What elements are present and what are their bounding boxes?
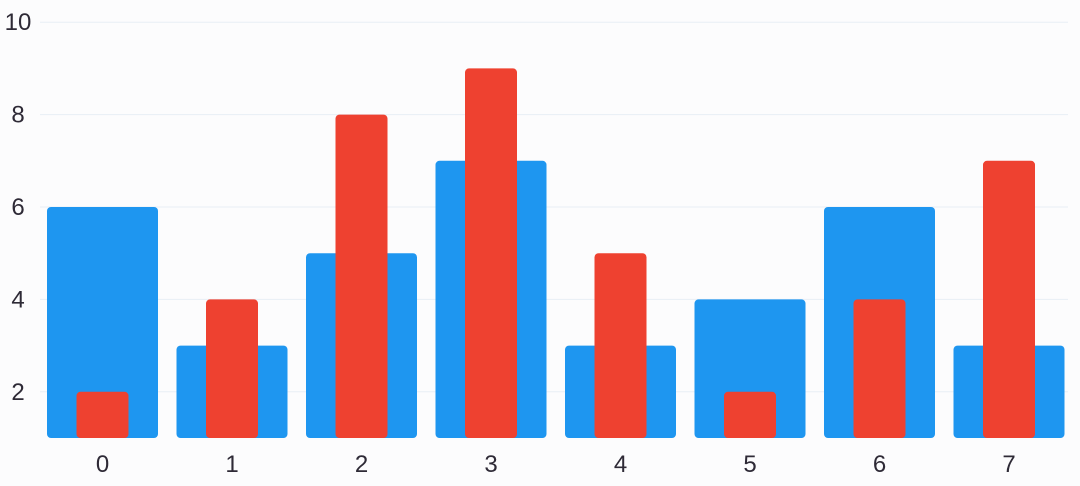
x-tick-label: 4: [614, 451, 627, 478]
bar-inner-5: [724, 391, 776, 438]
x-tick-label: 3: [484, 451, 497, 478]
x-tick-label: 6: [873, 451, 886, 478]
x-tick-label: 1: [225, 451, 238, 478]
y-tick-label: 6: [11, 194, 24, 221]
bar-inner-3: [465, 68, 517, 439]
x-tick-label: 5: [743, 451, 756, 478]
x-tick-label: 0: [96, 451, 109, 478]
y-tick-label: 8: [11, 102, 24, 129]
y-tick-label: 2: [11, 379, 24, 406]
bar-inner-6: [853, 299, 906, 438]
x-tick-label: 2: [355, 451, 368, 478]
bar-inner-7: [983, 160, 1035, 439]
bar-inner-2: [335, 114, 388, 438]
y-tick-label: 10: [5, 9, 32, 36]
bar-inner-0: [76, 391, 129, 438]
bar-inner-1: [206, 299, 258, 438]
bar-outer-5: [694, 299, 806, 438]
y-tick-label: 4: [11, 286, 24, 313]
x-tick-label: 7: [1002, 451, 1015, 478]
bar-inner-4: [594, 253, 647, 438]
bar-outer-0: [47, 207, 158, 438]
